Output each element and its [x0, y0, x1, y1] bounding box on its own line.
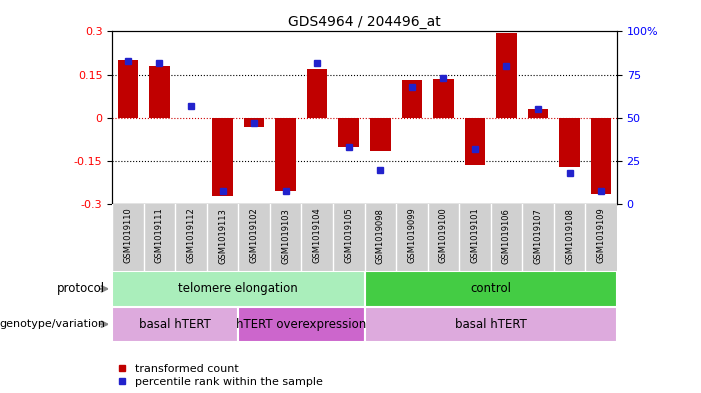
Bar: [112, 307, 238, 342]
Legend: transformed count, percentile rank within the sample: transformed count, percentile rank withi…: [118, 364, 323, 387]
Text: GSM1019101: GSM1019101: [470, 208, 479, 263]
Bar: [559, 118, 580, 167]
Bar: [433, 79, 454, 118]
Text: GSM1019109: GSM1019109: [597, 208, 606, 263]
Bar: [118, 60, 138, 118]
Bar: [307, 69, 327, 118]
Text: GSM1019098: GSM1019098: [376, 208, 385, 264]
Title: GDS4964 / 204496_at: GDS4964 / 204496_at: [288, 15, 441, 29]
Bar: [465, 118, 485, 165]
Text: genotype/variation: genotype/variation: [0, 319, 105, 329]
Bar: [528, 109, 548, 118]
Text: GSM1019103: GSM1019103: [281, 208, 290, 264]
Text: basal hTERT: basal hTERT: [139, 318, 211, 331]
Bar: [212, 118, 233, 196]
Bar: [365, 307, 617, 342]
Text: control: control: [470, 282, 511, 296]
Text: GSM1019112: GSM1019112: [186, 208, 196, 263]
Text: GSM1019113: GSM1019113: [218, 208, 227, 264]
Bar: [339, 118, 359, 147]
Text: GSM1019105: GSM1019105: [344, 208, 353, 263]
Text: telomere elongation: telomere elongation: [179, 282, 298, 296]
Text: GSM1019108: GSM1019108: [565, 208, 574, 264]
Bar: [402, 81, 422, 118]
Text: basal hTERT: basal hTERT: [455, 318, 526, 331]
Bar: [496, 33, 517, 118]
Bar: [365, 271, 617, 307]
Bar: [244, 118, 264, 127]
Text: GSM1019100: GSM1019100: [439, 208, 448, 263]
Text: protocol: protocol: [57, 282, 105, 296]
Text: GSM1019110: GSM1019110: [123, 208, 132, 263]
Bar: [591, 118, 611, 194]
Bar: [275, 118, 296, 191]
Bar: [238, 307, 365, 342]
Text: GSM1019102: GSM1019102: [250, 208, 259, 263]
Text: hTERT overexpression: hTERT overexpression: [236, 318, 367, 331]
Text: GSM1019099: GSM1019099: [407, 208, 416, 263]
Bar: [370, 118, 390, 151]
Text: GSM1019111: GSM1019111: [155, 208, 164, 263]
Text: GSM1019106: GSM1019106: [502, 208, 511, 264]
Text: GSM1019104: GSM1019104: [313, 208, 322, 263]
Bar: [112, 271, 365, 307]
Bar: [149, 66, 170, 118]
Text: GSM1019107: GSM1019107: [533, 208, 543, 264]
